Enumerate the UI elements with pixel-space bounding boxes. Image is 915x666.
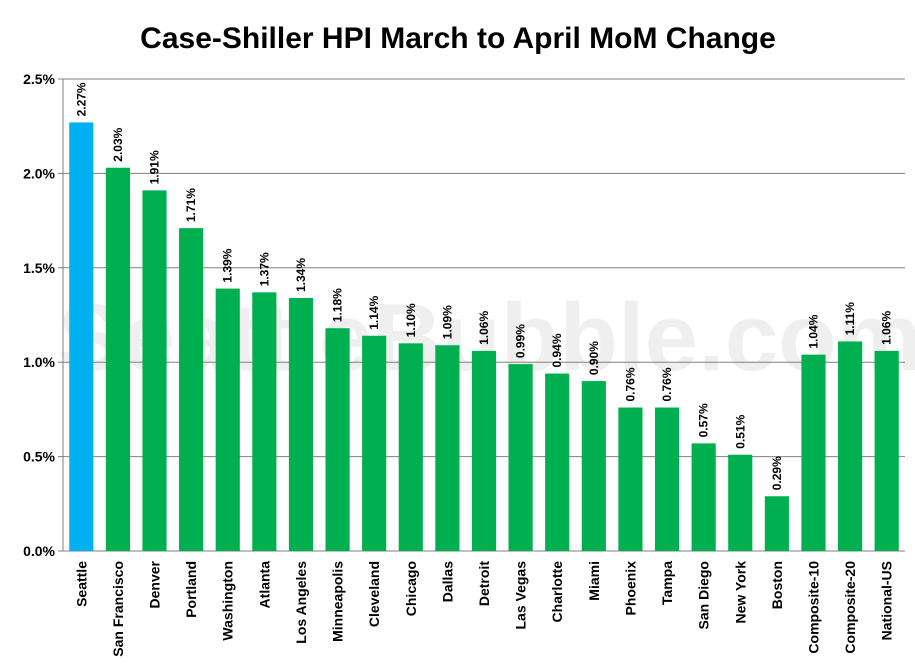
data-label: 0.76% (623, 367, 637, 401)
x-tick-label: Seattle (73, 561, 89, 607)
x-tick-label: New York (732, 561, 748, 624)
bar (691, 443, 716, 551)
bar (508, 364, 533, 551)
bar (764, 496, 789, 551)
x-tick-label: Atlanta (256, 561, 272, 609)
bar (398, 343, 423, 551)
bar (179, 228, 204, 552)
data-label: 0.51% (733, 414, 747, 448)
bar (69, 122, 94, 551)
x-tick-label: Tampa (659, 561, 675, 605)
bar (435, 345, 460, 551)
x-tick-label: Phoenix (622, 561, 638, 616)
data-labels: 2.27% 2.03% 1.91% 1.71% 1.39% 1.37% 1.34% 1.18%… (74, 82, 893, 490)
bar (215, 288, 240, 551)
data-label: 1.04% (806, 314, 820, 348)
bar (618, 407, 643, 551)
data-label: 1.10% (404, 303, 418, 337)
data-label: 0.57% (697, 403, 711, 437)
bar (105, 167, 130, 551)
data-label: 0.90% (587, 341, 601, 375)
data-label: 2.27% (74, 82, 88, 116)
bar (581, 381, 606, 551)
x-tick-label: San Francisco (110, 561, 126, 657)
y-tick-label: 0.5% (23, 449, 55, 465)
data-label: 1.11% (843, 302, 857, 336)
x-tick-label: Miami (586, 561, 602, 601)
bar (288, 298, 314, 551)
x-tick-label: Denver (147, 560, 163, 608)
data-label: 1.71% (184, 188, 198, 222)
bar (362, 335, 387, 551)
data-label: 1.06% (477, 311, 491, 345)
data-label: 0.94% (550, 333, 564, 367)
bar (728, 454, 753, 551)
y-axis-ticks: 0.0% 0.5% 1.0% 1.5% 2.0% 2.5% (23, 71, 64, 559)
x-tick-label: Detroit (476, 561, 492, 606)
bar (838, 341, 863, 551)
bar (654, 407, 680, 551)
y-tick-label: 2.0% (23, 165, 55, 181)
y-tick-label: 0.0% (23, 543, 55, 559)
x-tick-label: Minneapolis (330, 561, 346, 642)
data-label: 1.91% (148, 150, 162, 184)
data-label: 1.14% (367, 295, 381, 329)
x-tick-label: Dallas (439, 561, 455, 602)
data-label: 2.03% (111, 127, 125, 161)
x-tick-label: Chicago (403, 561, 419, 616)
x-tick-label: National-US (879, 561, 895, 640)
x-tick-label: Washington (220, 561, 236, 641)
bar (142, 190, 167, 551)
data-label: 0.99% (514, 324, 528, 358)
data-label: 1.06% (880, 311, 894, 345)
x-tick-label: Composite-20 (842, 561, 858, 654)
x-tick-label: Charlotte (549, 561, 565, 623)
x-tick-label: Los Angeles (293, 561, 309, 644)
data-label: 0.76% (660, 367, 674, 401)
x-tick-label: Composite-10 (805, 561, 821, 654)
x-tick-label: Portland (183, 561, 199, 618)
y-tick-label: 1.5% (23, 260, 55, 276)
y-tick-label: 2.5% (23, 71, 55, 87)
y-tick-label: 1.0% (23, 354, 55, 370)
x-axis-ticks: Seattle San Francisco Denver Portland Washin… (73, 560, 894, 656)
bar (325, 328, 350, 551)
x-tick-label: Las Vegas (513, 561, 529, 630)
data-label: 1.37% (257, 252, 271, 286)
x-tick-label: San Diego (696, 561, 712, 629)
bar (471, 350, 497, 551)
data-label: 1.09% (440, 305, 454, 339)
bar (874, 350, 899, 551)
x-tick-label: Cleveland (366, 561, 382, 627)
bar (801, 354, 826, 551)
data-label: 1.39% (221, 248, 235, 282)
chart-title: Case-Shiller HPI March to April MoM Chan… (140, 22, 776, 55)
data-label: 0.29% (770, 456, 784, 490)
bar (545, 373, 570, 551)
data-label: 1.34% (294, 258, 308, 292)
data-label: 1.18% (331, 288, 345, 322)
bars (69, 122, 899, 552)
x-tick-label: Boston (769, 561, 785, 609)
bar (252, 292, 277, 551)
